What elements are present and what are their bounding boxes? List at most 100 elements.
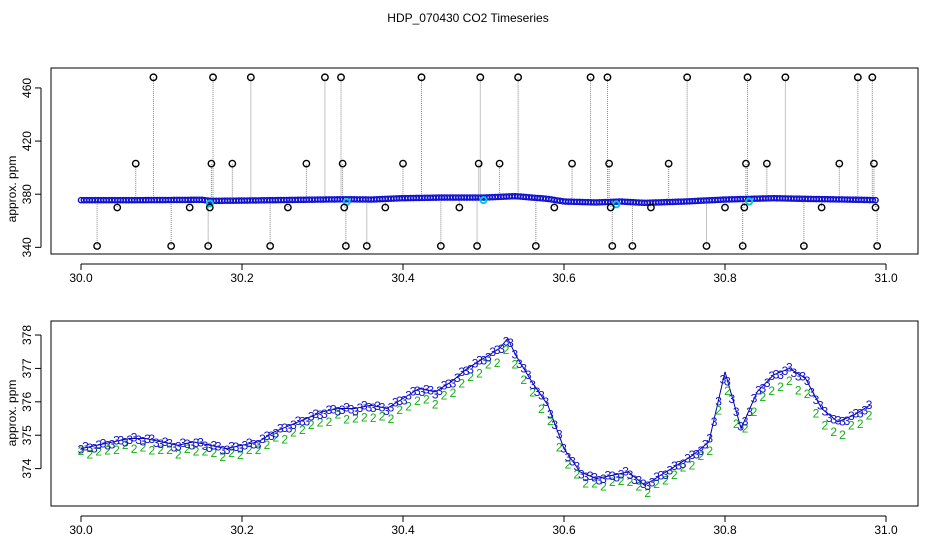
series-2-marker: 2 [848,419,855,433]
series-3-marker: 3 [357,401,364,415]
series-3-marker: 3 [78,443,85,457]
series-2-marker: 2 [627,475,634,489]
series-3-marker: 3 [87,441,94,455]
series-3-marker: 3 [768,369,775,383]
series-2-marker: 2 [432,398,439,412]
series-3-marker: 3 [671,459,678,473]
outlier-point [605,159,613,168]
series-3-marker: 3 [830,413,837,427]
series-2-marker: 2 [866,409,873,423]
series-3-marker: 3 [326,403,333,417]
series-3-marker: 3 [627,468,634,482]
series-2-marker: 2 [317,415,324,429]
series-2-marker: 2 [556,441,563,455]
outlier-point [340,203,349,212]
outlier-point [550,203,559,212]
series-2-marker: 2 [582,477,589,491]
series-2-marker: 2 [653,477,660,491]
series-2-marker: 2 [786,374,793,388]
y-tick-label: 376 [20,391,34,411]
outlier-point [683,73,692,82]
series-3-marker: 3 [587,469,594,483]
bottom-panel-ylabel: approx. ppm [5,380,19,447]
series-3-marker: 3 [733,405,740,419]
series-3-marker: 3 [113,433,120,447]
series-2-marker: 2 [308,418,315,432]
bottom-panel-frame [50,320,919,507]
series-3-marker: 3 [450,376,457,390]
outlier-point [702,242,711,250]
series-3-marker: 3 [675,458,682,472]
series-2-marker: 2 [370,411,377,425]
series-2-marker: 2 [644,486,651,500]
series-2-marker: 2 [458,377,465,391]
x-tick-label: 31.0 [874,271,898,285]
series-3-marker: 3 [644,479,651,493]
outlier-point [781,73,790,82]
outlier-point [606,203,615,212]
series-3-marker: 3 [658,468,665,482]
outlier-point [473,242,481,250]
series-3-marker: 3 [286,422,293,436]
series-2-marker: 2 [538,402,545,416]
series-2-marker: 2 [742,421,749,435]
series-2-marker: 2 [706,444,713,458]
series-3-marker: 3 [799,369,806,383]
series-2-marker: 2 [272,431,279,445]
series-3-marker: 3 [742,414,749,428]
series-2-marker: 2 [228,446,235,460]
series-2-marker: 2 [343,413,350,427]
series-2-marker: 2 [503,343,510,357]
series-3-marker: 3 [609,469,616,483]
series-3-marker: 3 [383,404,390,418]
series-3-marker: 3 [175,440,182,454]
outlier-point [302,159,311,168]
series-3-marker: 3 [334,405,341,419]
series-3-marker: 3 [494,343,501,357]
series-line [80,337,871,486]
x-tick-label: 30.4 [391,523,415,537]
series-3-marker: 3 [622,465,629,479]
series-3-marker: 3 [241,439,248,453]
series-3-marker: 3 [476,353,483,367]
series-2-marker: 2 [512,358,519,372]
series-2-marker: 2 [671,468,678,482]
outlier-point [228,159,237,168]
series-3-marker: 3 [122,435,129,449]
series-3-marker: 3 [817,398,824,412]
series-2-marker: 2 [759,390,766,404]
series-3-marker: 3 [458,365,465,379]
outlier-point [474,159,483,168]
series-3-marker: 3 [835,414,842,428]
series-2-marker: 2 [104,444,111,458]
x-tick-label: 30.6 [552,271,576,285]
outlier-point [246,73,255,82]
series-3-marker: 3 [574,459,581,473]
series-3-marker: 3 [188,438,195,452]
series-3-marker: 3 [852,406,859,420]
series-2-marker: 2 [441,388,448,402]
series-3-marker: 3 [454,371,461,385]
y-tick-label: 377 [20,358,34,378]
series-3-marker: 3 [210,439,217,453]
x-tick-label: 30.8 [713,523,737,537]
series-3-marker: 3 [591,471,598,485]
series-2-marker: 2 [290,425,297,439]
series-3-marker: 3 [126,433,133,447]
series-3-marker: 3 [441,378,448,392]
series-3-marker: 3 [82,440,89,454]
series-3-marker: 3 [844,414,851,428]
series-3-marker: 3 [184,437,191,451]
series-3-marker: 3 [698,444,705,458]
series-2-marker: 2 [202,444,209,458]
series-3-marker: 3 [237,442,244,456]
y-tick-label: 380 [20,184,34,204]
series-3-marker: 3 [379,400,386,414]
top-panel: approx. ppm 30.0 30.2 30.4 30.6 30.8 31.03403… [5,67,919,285]
outlier-point [341,242,350,250]
series-3-marker: 3 [264,429,271,443]
outlier-point [871,203,880,212]
series-3-marker: 3 [370,401,377,415]
series-3-marker: 3 [374,399,381,413]
